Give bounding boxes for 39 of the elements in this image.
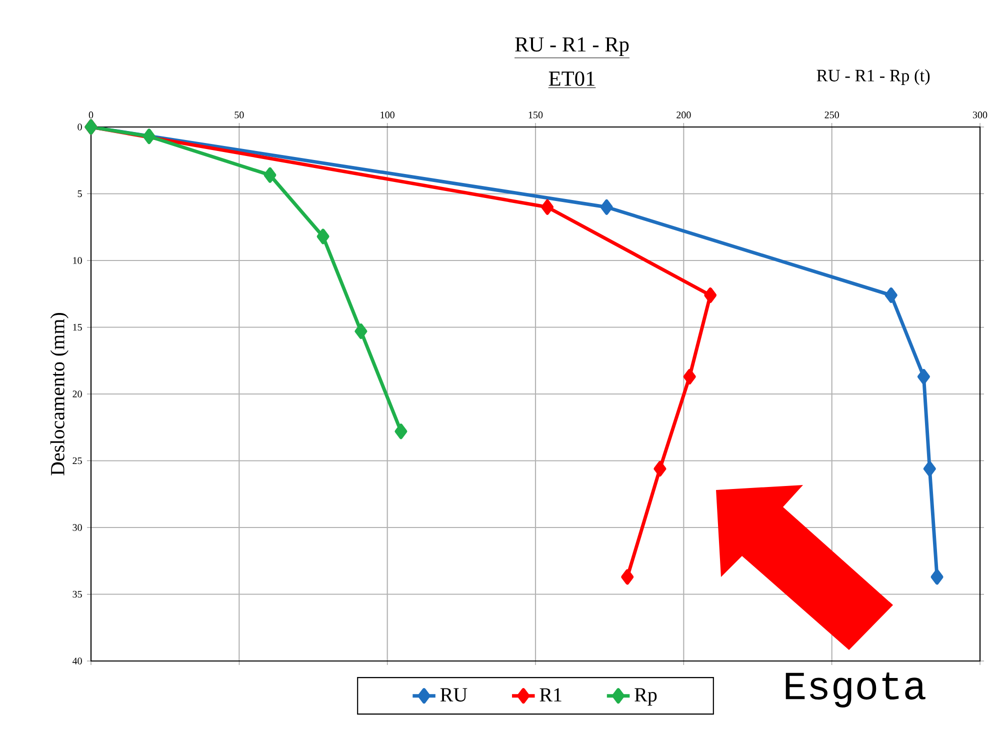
point bbox=[142, 128, 156, 144]
point bbox=[930, 569, 944, 585]
x-tick-label: 50 bbox=[234, 112, 244, 118]
y-tick-label: 25 bbox=[72, 457, 82, 464]
legend-label: RU bbox=[440, 688, 468, 702]
x-tick-label: 0 bbox=[88, 112, 94, 118]
y-tick-label: 0 bbox=[78, 124, 82, 130]
point bbox=[316, 228, 330, 244]
point bbox=[541, 199, 554, 215]
point bbox=[621, 569, 634, 585]
x-tick-label: 250 bbox=[824, 112, 839, 118]
point bbox=[923, 461, 936, 477]
y-tick-label: 20 bbox=[72, 390, 82, 398]
point bbox=[884, 287, 898, 303]
x-axis-title: RU - R1 - Rp (t) bbox=[816, 69, 930, 85]
x-tick-label: 100 bbox=[380, 112, 394, 118]
point bbox=[354, 324, 368, 339]
legend-label: Rp bbox=[634, 688, 657, 706]
y-tick-label: 15 bbox=[73, 324, 82, 331]
point bbox=[683, 368, 696, 384]
y-tick-label: 10 bbox=[73, 257, 82, 264]
point bbox=[704, 287, 717, 303]
x-tick-label: 150 bbox=[528, 112, 543, 118]
y-tick-label: 5 bbox=[78, 190, 82, 198]
x-tick-label: 200 bbox=[676, 112, 691, 118]
x-tick-label: 300 bbox=[972, 112, 988, 118]
chart-subtitle: ET01 bbox=[548, 71, 594, 86]
chart-title: RU - R1 - Rp bbox=[515, 37, 629, 56]
y-tick-label: 35 bbox=[72, 590, 82, 598]
point bbox=[917, 368, 930, 384]
point bbox=[654, 461, 666, 477]
text: Esgota bbox=[786, 672, 926, 708]
point bbox=[264, 167, 276, 183]
point bbox=[394, 424, 408, 440]
point bbox=[600, 199, 613, 215]
y-axis-title: Deslocamento (mm) bbox=[50, 312, 68, 476]
y-tick-label: 40 bbox=[72, 658, 82, 664]
legend-label: R1 bbox=[540, 688, 562, 702]
y-tick-label: 30 bbox=[72, 524, 82, 531]
